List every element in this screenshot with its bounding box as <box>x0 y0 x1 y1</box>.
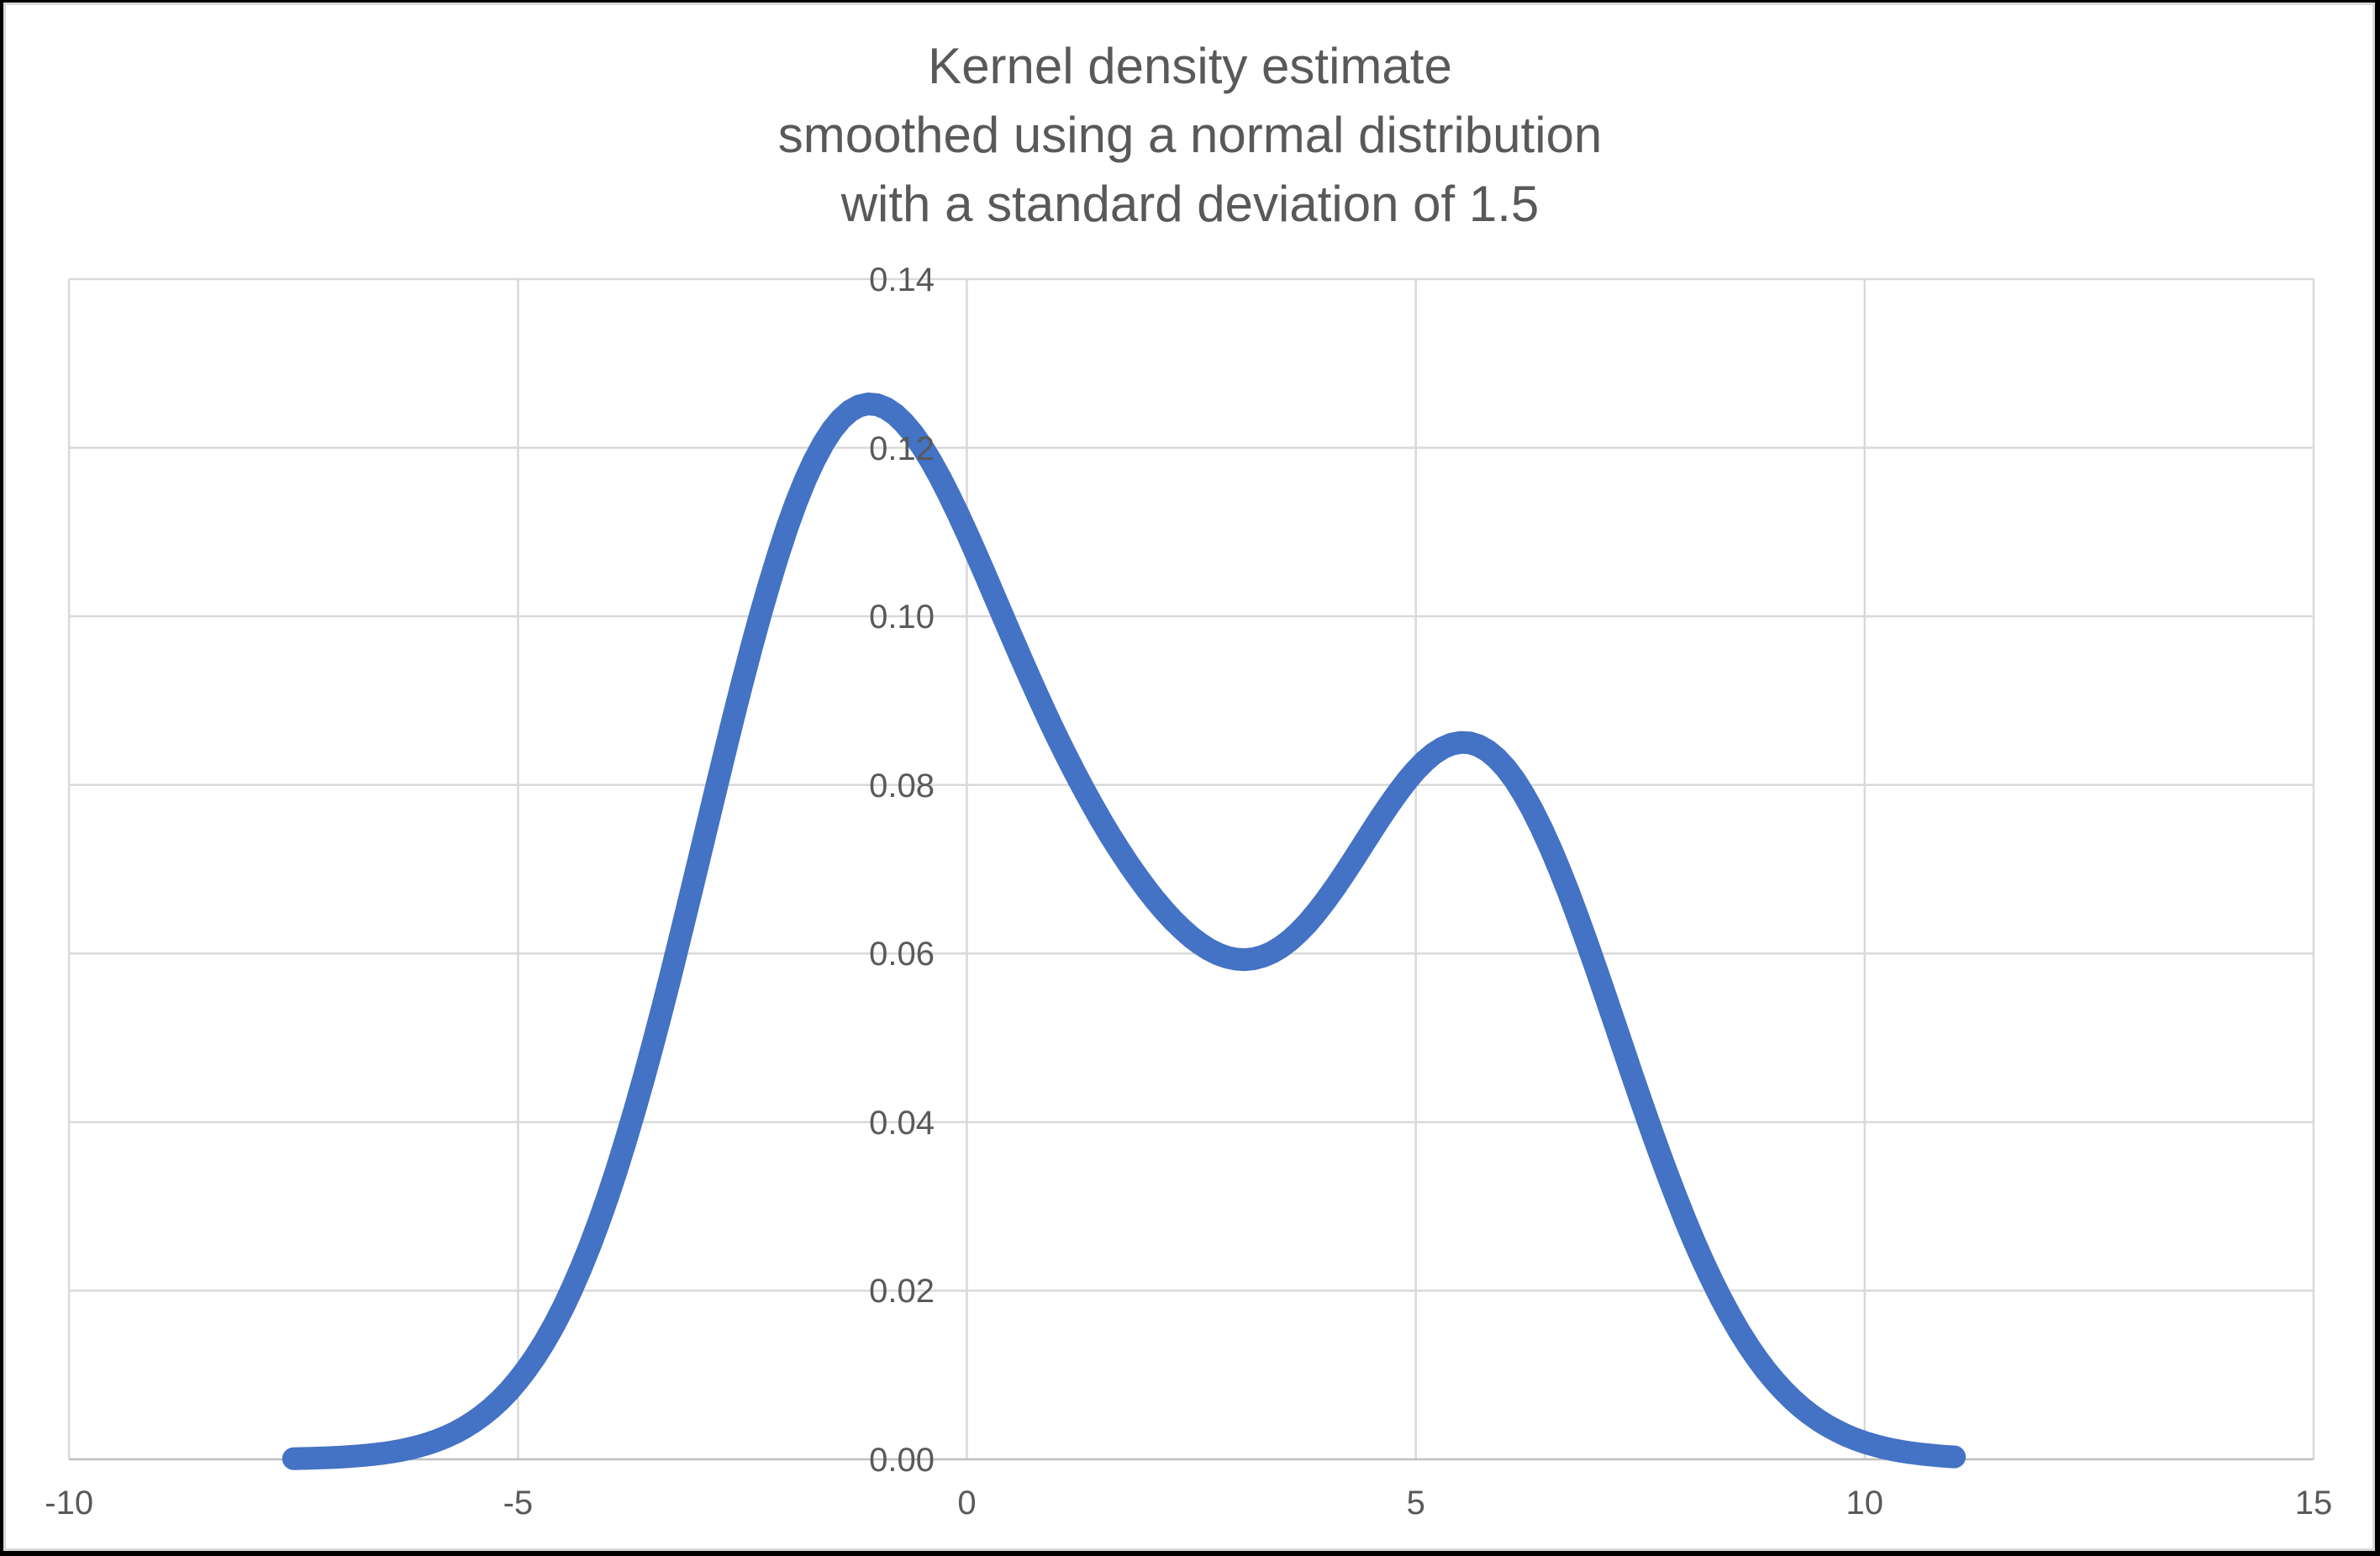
svg-text:0.08: 0.08 <box>869 767 935 804</box>
svg-text:0.10: 0.10 <box>869 599 935 636</box>
svg-text:0.02: 0.02 <box>869 1273 935 1310</box>
svg-text:-10: -10 <box>45 1485 93 1522</box>
svg-text:0.12: 0.12 <box>869 430 935 467</box>
svg-text:-5: -5 <box>503 1485 534 1522</box>
svg-text:0.04: 0.04 <box>869 1105 935 1142</box>
svg-text:0.00: 0.00 <box>869 1442 935 1479</box>
svg-text:with a standard deviation of 1: with a standard deviation of 1.5 <box>840 176 1540 232</box>
svg-text:0.14: 0.14 <box>869 261 935 298</box>
svg-text:0: 0 <box>957 1485 976 1522</box>
svg-text:Kernel density estimate: Kernel density estimate <box>928 38 1452 94</box>
svg-text:0.06: 0.06 <box>869 936 935 973</box>
svg-text:10: 10 <box>1846 1485 1884 1522</box>
svg-text:15: 15 <box>2295 1485 2333 1522</box>
svg-text:5: 5 <box>1407 1485 1425 1522</box>
svg-text:smoothed using a normal distri: smoothed using a normal distribution <box>778 107 1603 163</box>
